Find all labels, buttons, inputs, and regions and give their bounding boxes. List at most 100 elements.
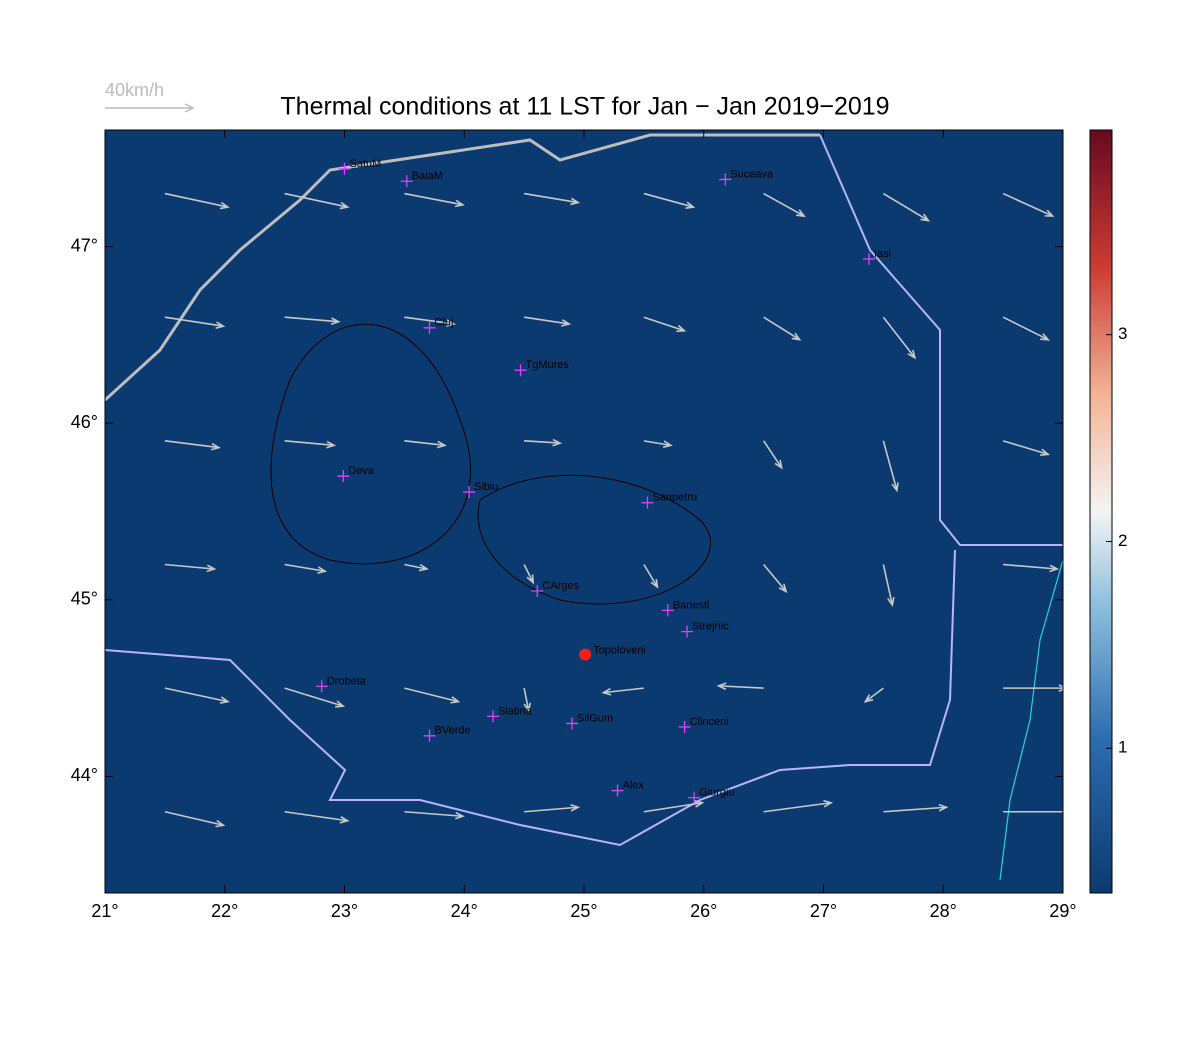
colorbar-tick-label: 3 [1118,324,1127,343]
station-label: Alex [623,779,645,791]
wind-arrow [1002,192,1055,217]
station-label: Banesti [673,599,710,611]
station-label: Iasi [874,248,891,260]
wind-arrow [284,316,341,325]
station-marker [400,175,413,188]
station-marker [423,729,436,742]
title: Thermal conditions at 11 LST for Jan − J… [280,93,889,121]
station-label: Clinceni [690,716,729,728]
contours [270,323,712,605]
x-tick-label: 24° [451,901,478,921]
colorbar [1089,129,1113,894]
coast [999,559,1063,881]
y-tick-label: 47° [71,235,98,255]
wind-arrow [882,564,895,607]
data-layer: SatuM BaiaM Suceava Iasi Cluj TgMures Deva Sibi… [164,158,1063,828]
station-marker [315,680,328,693]
wind-arrow [643,440,673,448]
wind-arrow [164,563,217,573]
wind-arrow [643,192,696,209]
station-label: Sibiu [474,481,498,493]
station-marker [566,717,579,730]
station-marker [463,486,476,499]
station-marker [863,252,876,265]
wind-arrow [1003,809,1063,815]
wind-arrow [763,799,834,813]
x-tick-label: 28° [930,901,957,921]
station-marker [641,496,654,509]
station-label: Strejnic [692,621,729,633]
wind-arrow [601,687,644,696]
x-tick-label: 25° [570,901,597,921]
wind-arrow [164,810,226,828]
wind-arrow [643,800,705,813]
wind-arrow [882,192,931,222]
station-marker [719,173,732,186]
colorbar-tick-label: 2 [1118,531,1127,550]
station-marker [678,720,691,733]
x-tick-label: 26° [690,901,717,921]
wind-arrow [763,316,802,341]
station-marker [661,604,674,617]
wind-arrow [643,564,659,589]
wind-arrow [404,810,465,820]
wind-arrow [1003,563,1060,573]
wind-scale-arrow [105,103,195,113]
station-marker [338,162,351,175]
wind-arrow [164,192,230,210]
wind-arrow [523,687,532,713]
y-tick-label: 45° [71,589,98,609]
wind-arrow [1002,440,1051,457]
station-label: BVerde [435,725,471,737]
wind-arrow [164,440,221,451]
border [105,133,820,402]
colorbar-tick-label: 1 [1118,738,1127,757]
wind-arrow [882,440,899,493]
station-label: Cluj [435,317,454,329]
wind-arrow [524,316,572,327]
station-marker [680,625,693,638]
wind-arrow [164,687,230,704]
wind-arrow [882,316,917,360]
wind-arrow [284,192,350,210]
x-tick-label: 23° [331,901,358,921]
prut [819,134,1063,546]
station-label: Slatina [498,705,533,717]
station-marker [486,710,499,723]
station-marker [514,364,527,377]
station-label: TgMures [526,359,570,371]
station-label: SatuM [350,158,382,170]
wind-arrow [883,803,949,813]
wind-arrow [284,563,328,574]
wind-arrow [404,563,429,572]
wind-arrow [1003,684,1063,692]
site-label: Topoloveni [593,644,646,656]
x-tick-label: 27° [810,901,837,921]
station-marker [531,584,544,597]
station-label: BaiaM [412,170,443,182]
station-marker [423,321,436,334]
station-label: Sanpetru [652,492,697,504]
station-marker [688,791,701,804]
wind-arrow [763,192,806,218]
wind-arrow [716,682,764,691]
wind-arrow [404,687,461,704]
wind-arrow [762,440,783,470]
wind-arrow [404,316,456,327]
x-tick-label: 22° [211,901,238,921]
wind-arrow [643,316,687,333]
station-label: Deva [348,465,375,477]
y-tick-label: 46° [71,412,98,432]
wind-arrow [404,192,465,208]
wind-arrow [524,438,563,447]
x-tick-label: 21° [91,901,118,921]
station-label: CArges [542,580,579,592]
station-label: Giurgiu [699,787,734,799]
wind-arrow [1002,316,1050,341]
map-layers: SatuM BaiaM Suceava Iasi Cluj TgMures Deva Sibi… [105,133,1063,881]
wind-arrow [763,563,788,594]
wind-arrow [404,440,447,449]
station-label: Drobeta [327,675,367,687]
wind-arrow [284,810,350,824]
